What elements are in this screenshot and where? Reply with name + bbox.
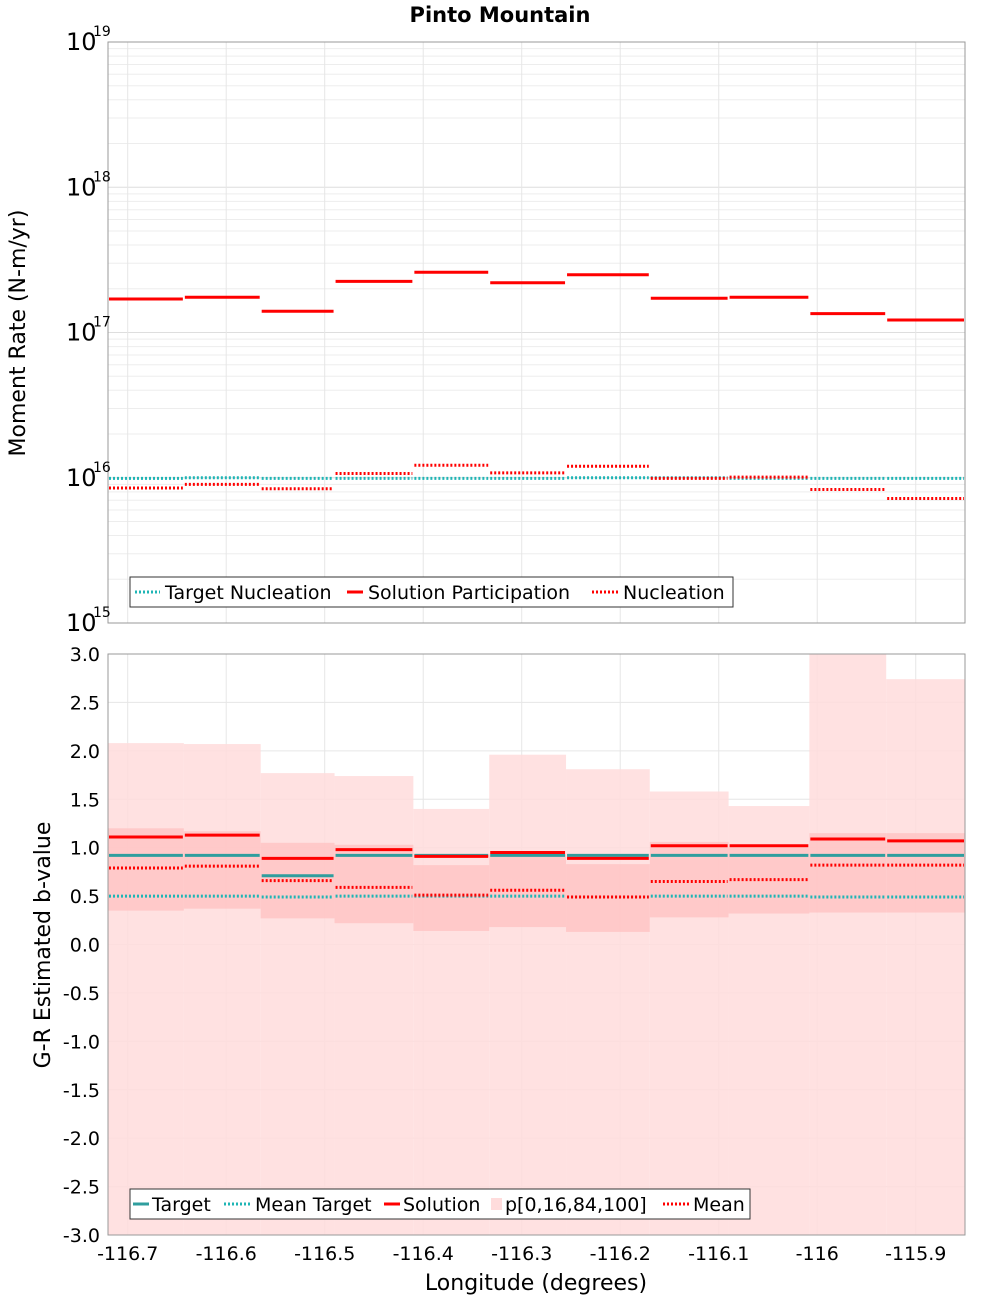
x-tick-label: -115.9	[885, 1243, 946, 1265]
bottom-y-tick-label: 3.0	[70, 644, 100, 666]
bottom-bands	[108, 654, 965, 1235]
bottom-y-tick-label: -0.5	[63, 983, 100, 1005]
top-y-tick-label: 10	[66, 319, 97, 347]
bottom-y-tick-label: -1.5	[63, 1080, 100, 1102]
bottom-plot-frame	[107, 653, 966, 1236]
legend-label-solution: Solution	[403, 1194, 480, 1216]
top-y-tick-label: 10	[66, 609, 97, 637]
band-p16-p84-segment	[886, 833, 965, 913]
band-p0-p100-segment	[809, 654, 887, 1235]
bottom-y-tick-label: -2.5	[63, 1177, 100, 1199]
band-p16-p84-segment	[728, 847, 810, 914]
band-p0-p100-segment	[566, 769, 650, 1235]
legend-label-solution-participation: Solution Participation	[368, 582, 570, 604]
top-y-tick-exponent: 19	[93, 24, 111, 40]
legend-swatch-band	[491, 1198, 502, 1210]
top-y-tick-exponent: 16	[93, 460, 111, 476]
x-tick-label: -116.7	[97, 1243, 158, 1265]
top-y-tick-label: 10	[66, 173, 97, 201]
bottom-y-tick-labels: -3.0 -2.5 -2.0 -1.5 -1.0 -0.5 0.0 0.5 1.0 1.5 2.0 2…	[63, 644, 100, 1247]
legend-label-mean-target: Mean Target	[255, 1194, 372, 1216]
top-y-axis-label: Moment Rate (N-m/yr)	[6, 210, 31, 457]
bottom-y-axis-label: G-R Estimated b-value	[31, 822, 56, 1069]
x-tick-label: -116.6	[196, 1243, 257, 1265]
top-legend: Target Nucleation Solution Participation…	[129, 576, 734, 608]
x-axis-label: Longitude (degrees)	[425, 1271, 647, 1296]
top-legend-box	[129, 576, 734, 608]
bottom-y-tick-label: -3.0	[63, 1225, 100, 1247]
x-tick-label: -116.2	[590, 1243, 651, 1265]
x-tick-label: -116.5	[294, 1243, 355, 1265]
band-p16-p84-segment	[413, 865, 490, 931]
band-p16-p84-segment	[334, 844, 414, 924]
x-tick-labels: -116.7 -116.6 -116.5 -116.4 -116.3 -116.2 -116…	[97, 1243, 946, 1265]
x-tick-label: -116.4	[393, 1243, 454, 1265]
bottom-series-layer	[109, 833, 964, 899]
legend-label-mean: Mean	[693, 1194, 745, 1216]
top-y-tick-label: 10	[66, 28, 97, 56]
legend-label-nucleation: Nucleation	[623, 582, 725, 604]
bottom-y-tick-label: 1.0	[70, 838, 100, 860]
band-p0-p100-segment	[886, 679, 965, 1235]
bottom-y-tick-label: 2.5	[70, 692, 100, 714]
chart-title: Pinto Mountain	[410, 3, 591, 27]
bottom-y-tick-label: 2.0	[70, 741, 100, 763]
x-tick-label: -116.1	[688, 1243, 749, 1265]
legend-label-band: p[0,16,84,100]	[505, 1194, 647, 1216]
bottom-y-tick-label: -1.0	[63, 1031, 100, 1053]
bottom-y-tick-label: 1.5	[70, 789, 100, 811]
top-grid	[108, 42, 965, 624]
top-series-layer	[109, 270, 964, 500]
bottom-y-tick-label: 0.5	[70, 886, 100, 908]
legend-label-target-nucleation: Target Nucleation	[164, 582, 332, 604]
bottom-y-tick-label: -2.0	[63, 1128, 100, 1150]
band-p16-p84-segment	[649, 841, 729, 918]
band-p0-p100-segment	[108, 743, 184, 1235]
band-p0-p100-segment	[489, 754, 567, 1235]
top-y-tick-label: 10	[66, 464, 97, 492]
bottom-y-tick-label: 0.0	[70, 935, 100, 957]
top-y-tick-exponent: 15	[93, 605, 111, 621]
x-tick-label: -116.3	[491, 1243, 552, 1265]
legend-label-target: Target	[151, 1194, 211, 1216]
band-p0-p100-segment	[260, 773, 335, 1235]
top-y-tick-exponent: 18	[93, 169, 111, 185]
top-plot-frame	[107, 41, 966, 624]
top-y-tick-exponent: 17	[93, 315, 111, 331]
x-tick-label: -116	[796, 1243, 839, 1265]
band-p16-p84-segment	[809, 833, 887, 913]
bottom-legend: Target Mean Target Solution p[0,16,84,10…	[129, 1188, 751, 1220]
band-p0-p100-segment	[183, 744, 261, 1235]
